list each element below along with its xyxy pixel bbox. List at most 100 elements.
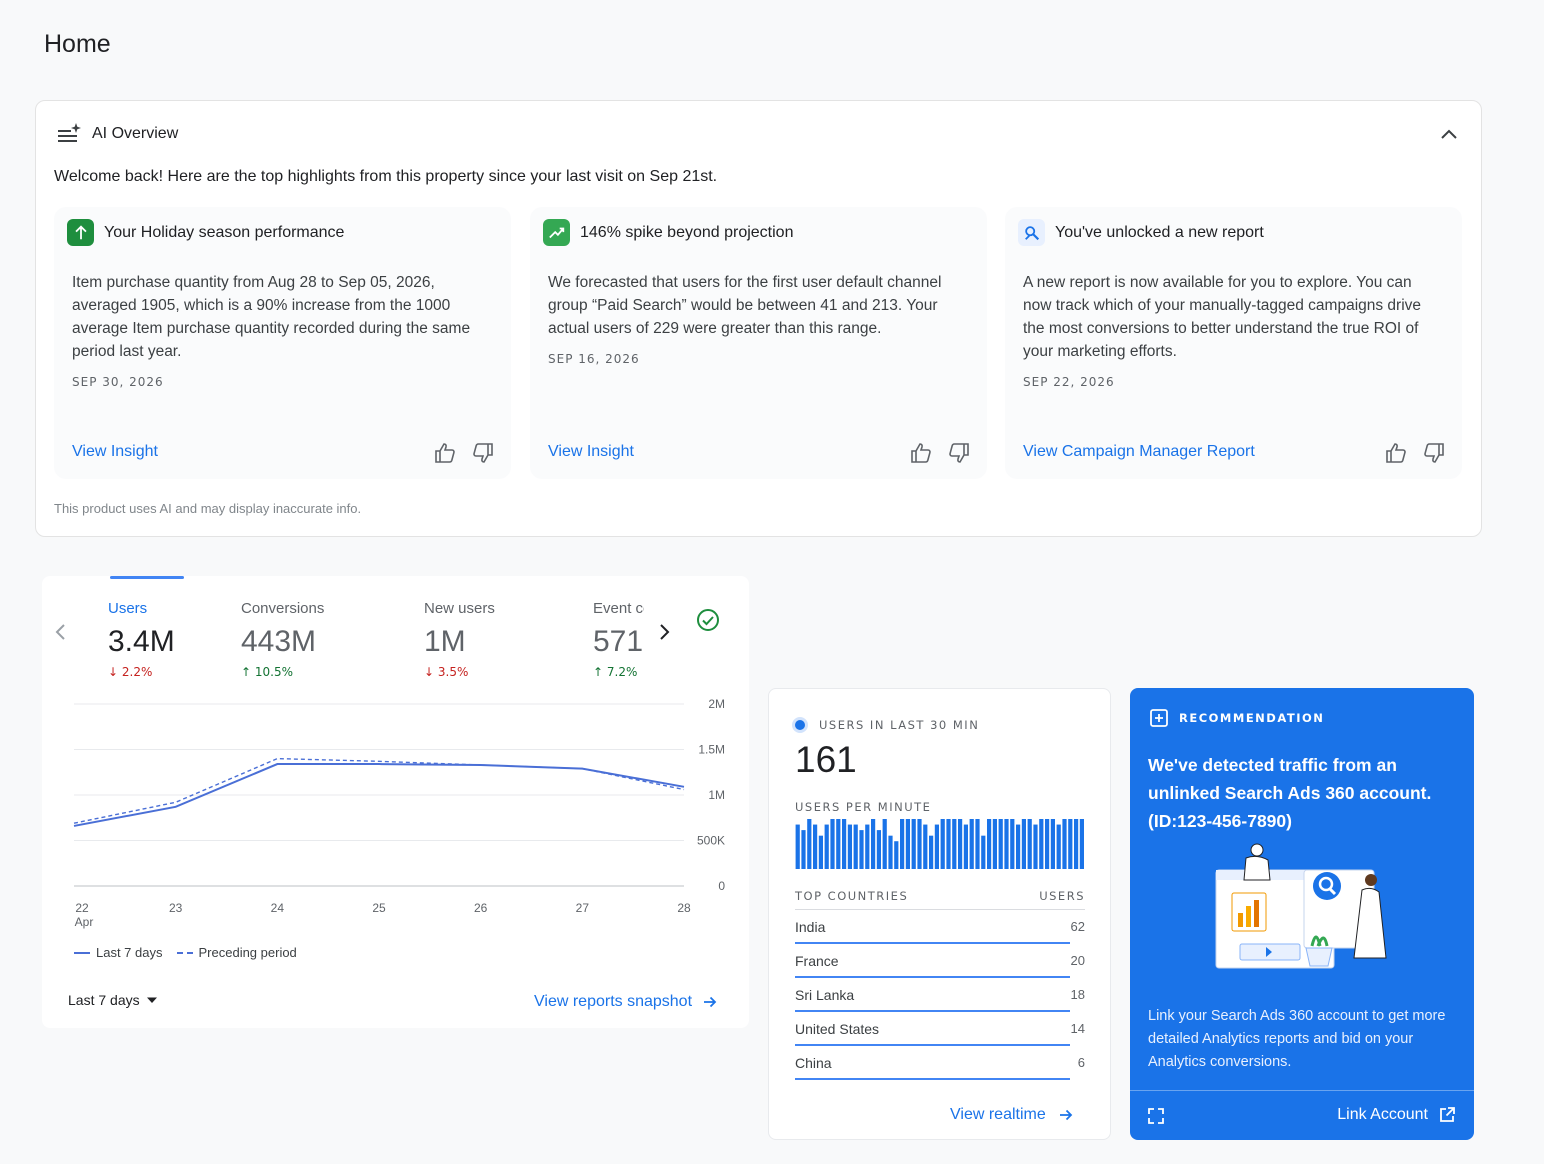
insight-body: Item purchase quantity from Aug 28 to Se… <box>72 274 471 360</box>
recommendation-icon <box>1150 709 1168 727</box>
ai-disclaimer: This product uses AI and may display ina… <box>54 501 362 516</box>
minute-bar <box>998 819 1003 869</box>
arrow-up-icon: ↑ <box>593 665 604 679</box>
country-bar <box>795 1044 1070 1046</box>
metric-value: 571 <box>593 625 644 658</box>
insight-date: SEP 22, 2026 <box>1023 375 1115 389</box>
chevron-right-icon[interactable] <box>652 620 676 644</box>
expand-icon[interactable] <box>1146 1106 1166 1126</box>
metric-tab-conversions[interactable]: Conversions 443M ↑ 10.5% <box>241 600 391 679</box>
y-tick-label: 1M <box>708 788 725 802</box>
legend-dashed-swatch <box>176 951 193 954</box>
minute-bar <box>1062 819 1067 869</box>
recommendation-title: We've detected traffic from an unlinked … <box>1148 755 1432 831</box>
minute-bar <box>975 819 980 869</box>
active-tab-indicator <box>110 576 184 579</box>
minute-bar <box>992 819 997 869</box>
chevron-left-icon[interactable] <box>50 620 70 644</box>
date-range-value: Last 7 days <box>68 992 140 1008</box>
thumbs-up-icon[interactable] <box>909 441 933 465</box>
metric-tab-users[interactable]: Users 3.4M ↓ 2.2% <box>108 600 228 679</box>
view-campaign-report-link[interactable]: View Campaign Manager Report <box>1023 443 1255 460</box>
metric-delta: 7.2% <box>606 665 638 679</box>
minute-bar <box>871 819 876 869</box>
minute-bar <box>1027 819 1032 869</box>
minute-bar <box>795 824 800 869</box>
minute-bar <box>981 835 986 869</box>
country-bar <box>795 976 1070 978</box>
thumbs-down-icon[interactable] <box>1422 441 1446 465</box>
country-bar <box>795 1010 1070 1012</box>
arrow-down-icon: ↓ <box>108 665 119 679</box>
thumbs-up-icon[interactable] <box>1384 441 1408 465</box>
minute-bar <box>813 824 818 869</box>
view-insight-link[interactable]: View Insight <box>548 443 634 460</box>
minute-bar <box>958 819 963 869</box>
check-circle-icon[interactable] <box>692 604 724 636</box>
minute-bar <box>1016 824 1021 869</box>
metric-label: Users <box>108 600 148 617</box>
minute-bar <box>894 841 899 869</box>
arrow-right-icon <box>1059 1109 1073 1121</box>
realtime-heading: USERS IN LAST 30 MIN <box>819 718 980 732</box>
country-name: France <box>795 953 839 969</box>
view-realtime-link[interactable]: View realtime <box>950 1106 1074 1124</box>
preceding-period-line <box>73 757 685 824</box>
metric-tab-event-count[interactable]: Event count 571 ↑ 7.2% <box>593 600 644 679</box>
chevron-up-icon[interactable] <box>1437 123 1461 147</box>
link-account-label: Link Account <box>1337 1106 1428 1123</box>
country-bar <box>795 1078 1070 1080</box>
ai-overview-header: AI Overview <box>56 121 178 147</box>
minute-bar <box>830 819 835 869</box>
trending-up-icon <box>543 219 570 246</box>
minute-bar <box>911 819 916 869</box>
country-name: India <box>795 919 826 935</box>
view-insight-link[interactable]: View Insight <box>72 443 158 460</box>
x-sublabel: Apr <box>75 915 94 929</box>
report-icon <box>1018 219 1045 246</box>
arrow-up-icon: ↑ <box>241 665 252 679</box>
metric-delta: 3.5% <box>437 665 469 679</box>
minute-bar <box>987 819 992 869</box>
minute-bar <box>865 824 870 869</box>
country-row: United States 14 <box>795 1012 1085 1046</box>
minute-bar <box>853 824 858 869</box>
minute-bar <box>859 830 864 869</box>
thumbs-down-icon[interactable] <box>471 441 495 465</box>
thumbs-down-icon[interactable] <box>947 441 971 465</box>
x-tick-label: 22 <box>75 901 89 915</box>
y-tick-label: 2M <box>708 697 725 711</box>
country-row: China 6 <box>795 1046 1085 1080</box>
insight-body: A new report is now available for you to… <box>1023 274 1422 360</box>
minute-bar <box>905 819 910 869</box>
country-users: 18 <box>1070 987 1085 1002</box>
view-reports-snapshot-link[interactable]: View reports snapshot <box>534 993 718 1011</box>
metric-value: 443M <box>241 625 317 658</box>
metric-delta: 2.2% <box>121 665 153 679</box>
x-tick-label: 27 <box>576 901 590 915</box>
country-users: 20 <box>1070 953 1085 968</box>
minute-bar <box>1010 819 1015 869</box>
date-range-select[interactable]: Last 7 days <box>68 992 158 1008</box>
live-dot-icon <box>795 720 805 730</box>
legend-previous: Preceding period <box>198 945 297 960</box>
minute-bar <box>876 830 881 869</box>
minute-bar <box>917 819 922 869</box>
minute-bar <box>1050 819 1055 869</box>
countries-header: TOP COUNTRIES <box>795 889 909 903</box>
minute-bar <box>1039 819 1044 869</box>
insight-card: Your Holiday season performance Item pur… <box>54 207 511 479</box>
users-line-chart: 0 500K 1M 1.5M 2M 22 23 24 25 26 27 28 Apr <box>73 697 725 929</box>
users-per-minute-chart <box>795 819 1084 869</box>
metric-label: New users <box>424 600 495 617</box>
minute-bar <box>969 819 974 869</box>
arrow-right-icon <box>704 996 717 1008</box>
minute-bar <box>934 824 939 869</box>
metric-tab-new-users[interactable]: New users 1M ↓ 3.5% <box>424 600 554 679</box>
x-tick-label: 23 <box>169 901 183 915</box>
country-bar <box>795 942 1070 944</box>
link-account-button[interactable]: Link Account <box>1337 1106 1456 1124</box>
thumbs-up-icon[interactable] <box>433 441 457 465</box>
country-users: 62 <box>1070 919 1085 934</box>
minute-bar <box>836 819 841 869</box>
